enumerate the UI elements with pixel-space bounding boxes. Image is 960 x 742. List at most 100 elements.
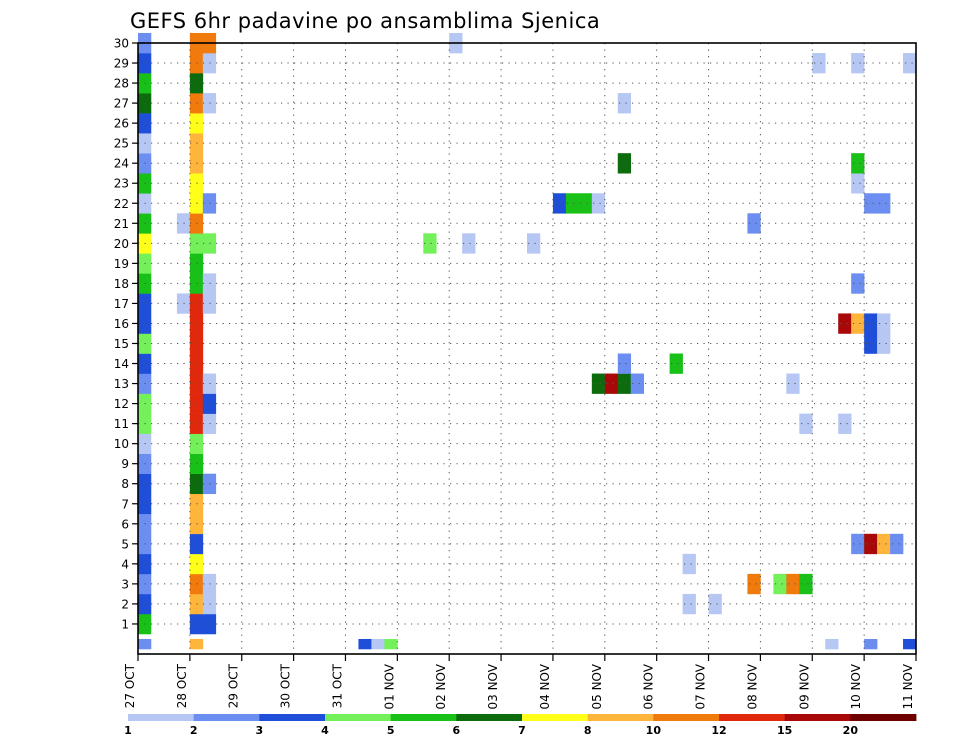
cell-m22-t35 xyxy=(591,193,606,214)
cell-m29-t55 xyxy=(851,53,865,74)
plot-frame xyxy=(137,42,917,655)
cell-m20-t25 xyxy=(462,233,476,254)
xtick-label-0: 27 OCT xyxy=(123,663,137,708)
ytick-label-12: 12 xyxy=(114,397,129,411)
xtick-label-2: 29 OCT xyxy=(227,663,241,708)
ytick-label-9: 9 xyxy=(121,457,129,471)
colorbar-swatch-7 xyxy=(587,714,654,721)
cell-m3-t50 xyxy=(786,573,800,595)
xtick-label-10: 06 NOV xyxy=(642,663,656,709)
cell-m11-t5 xyxy=(202,413,217,434)
cell-m0-t56 xyxy=(864,638,878,650)
ytick-label-13: 13 xyxy=(114,377,129,391)
xtick-label-6: 02 NOV xyxy=(434,663,448,709)
cell-m2-t42 xyxy=(682,593,696,615)
cell-m2-t44 xyxy=(708,593,722,615)
cell-m3-t51 xyxy=(799,573,813,595)
ytick-label-2: 2 xyxy=(121,597,129,611)
cell-m5-t57 xyxy=(877,533,891,555)
colorbar-swatch-8 xyxy=(653,714,720,721)
colorbar-label-2: 2 xyxy=(190,724,198,737)
y-axis: 1234567891011121314151617181920212223242… xyxy=(114,37,138,631)
cell-m16-t54 xyxy=(838,313,852,334)
cell-m13-t5 xyxy=(202,373,217,394)
ytick-label-4: 4 xyxy=(121,557,129,571)
ytick-label-8: 8 xyxy=(121,477,129,491)
ytick-label-11: 11 xyxy=(114,417,129,431)
xtick-label-7: 03 NOV xyxy=(486,663,500,709)
colorbar-label-20: 20 xyxy=(843,724,859,737)
ytick-label-17: 17 xyxy=(114,297,129,311)
xtick-label-8: 04 NOV xyxy=(538,663,552,709)
cell-m22-t56 xyxy=(864,193,878,214)
ytick-label-22: 22 xyxy=(114,197,129,211)
cell-m18-t5 xyxy=(202,273,217,294)
cell-m29-t52 xyxy=(812,53,826,74)
cell-m0-t17 xyxy=(358,638,372,650)
cell-m11-t51 xyxy=(799,413,813,434)
cell-m15-t57 xyxy=(877,333,891,354)
cell-m15-t56 xyxy=(864,333,878,354)
colorbar-label-12: 12 xyxy=(711,724,726,737)
xtick-label-5: 01 NOV xyxy=(382,663,396,709)
ytick-label-3: 3 xyxy=(121,577,129,591)
cell-m20-t5 xyxy=(202,233,217,254)
colorbar-swatch-5 xyxy=(456,714,523,721)
cell-m14-t41 xyxy=(669,353,683,374)
ytick-label-15: 15 xyxy=(114,337,129,351)
colorbar-legend: 1 2 3 4 5 6 7 8 10 12 15 20 xyxy=(124,714,917,737)
data-cells xyxy=(138,32,917,650)
cell-m23-t55 xyxy=(851,173,865,194)
colorbar-label-3: 3 xyxy=(256,724,264,737)
cell-m17-t5 xyxy=(202,293,217,314)
cell-m27-t37 xyxy=(617,93,632,114)
xtick-label-13: 09 NOV xyxy=(797,663,811,709)
colorbar-swatch-11 xyxy=(850,714,917,721)
cell-m22-t33 xyxy=(565,193,580,214)
cell-m24-t37 xyxy=(617,153,632,174)
cell-m13-t38 xyxy=(630,373,644,394)
colorbar-label-4: 4 xyxy=(321,724,329,737)
colorbar-swatch-2 xyxy=(259,714,326,721)
ytick-label-23: 23 xyxy=(114,177,129,191)
cell-m22-t32 xyxy=(552,193,567,214)
cell-m13-t37 xyxy=(617,373,632,394)
colorbar-label-7: 7 xyxy=(518,724,526,737)
xtick-label-15: 11 NOV xyxy=(901,663,915,709)
colorbar-swatch-4 xyxy=(390,714,457,721)
cell-m22-t5 xyxy=(202,193,217,214)
ytick-label-16: 16 xyxy=(114,317,129,331)
cell-m1-t5 xyxy=(202,613,217,635)
cell-m3-t5 xyxy=(202,573,217,595)
ytick-label-26: 26 xyxy=(114,117,129,131)
xtick-label-12: 08 NOV xyxy=(745,663,759,709)
colorbar-swatch-9 xyxy=(719,714,786,721)
cell-m0-t59 xyxy=(903,638,917,650)
colorbar-swatch-0 xyxy=(128,714,195,721)
cell-m16-t57 xyxy=(877,313,891,334)
cell-m0-t0 xyxy=(138,638,152,650)
ytick-label-25: 25 xyxy=(114,137,129,151)
xtick-label-1: 28 OCT xyxy=(175,663,189,708)
cell-m13-t50 xyxy=(786,373,800,394)
cell-m16-t56 xyxy=(864,313,878,334)
grid-lines xyxy=(138,42,916,654)
cell-m20-t30 xyxy=(527,233,541,254)
xtick-label-4: 31 OCT xyxy=(330,663,344,708)
ytick-label-1: 1 xyxy=(121,617,129,631)
ytick-label-30: 30 xyxy=(114,37,129,51)
ytick-label-28: 28 xyxy=(114,77,129,91)
cell-m14-t37 xyxy=(617,353,632,374)
cell-m11-t54 xyxy=(838,413,852,434)
colorbar-label-15: 15 xyxy=(777,724,792,737)
cell-m18-t55 xyxy=(851,273,865,294)
ytick-label-20: 20 xyxy=(114,237,129,251)
cell-m29-t59 xyxy=(903,53,917,74)
xtick-label-11: 07 NOV xyxy=(694,663,708,709)
chart-title: GEFS 6hr padavine po ansamblima Sjenica xyxy=(130,9,600,33)
cell-m0-t19 xyxy=(384,638,398,650)
ytick-label-29: 29 xyxy=(114,57,129,71)
cell-m0-t53 xyxy=(825,638,839,650)
ytick-label-7: 7 xyxy=(121,497,129,511)
colorbar-label-1: 1 xyxy=(124,724,132,737)
